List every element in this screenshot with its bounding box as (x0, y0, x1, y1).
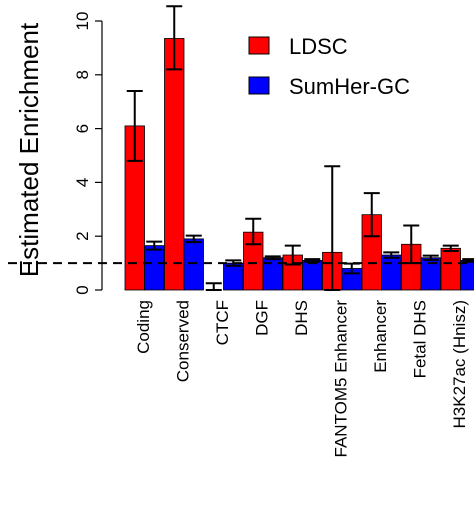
y-tick-label: 2 (73, 231, 92, 240)
error-bars (126, 5, 474, 291)
x-tick-label-coding: Coding (134, 300, 153, 354)
error-bar-ldsc-dgf (245, 217, 262, 246)
error-bar-ldsc-h3k27ac-hnisz (442, 244, 459, 252)
error-bar-sumher-gc-fetal-dhs (422, 254, 439, 261)
error-bar-ldsc-dhs (284, 244, 301, 266)
error-bar-sumher-gc-dhs (304, 258, 321, 263)
error-bar-sumher-gc-dgf (264, 255, 281, 261)
error-bar-ldsc-conserved (166, 5, 183, 71)
bar-ldsc-conserved (164, 38, 185, 291)
x-tick-label-ctcf: CTCF (213, 300, 232, 345)
error-bar-sumher-gc-conserved (185, 234, 202, 244)
y-axis-label: Estimated Enrichment (14, 22, 44, 277)
legend-swatch-sumher-gc (248, 76, 270, 95)
y-tick-label: 0 (73, 285, 92, 294)
error-bar-sumher-gc-enhancer (383, 251, 400, 259)
bar-sumher-gc-conserved (183, 238, 204, 291)
legend-label-sumher-gc: SumHer-GC (289, 74, 410, 99)
x-tick-label-fetal-dhs: Fetal DHS (410, 300, 429, 378)
x-tick-label-dhs: DHS (292, 300, 311, 336)
y-tick-label: 10 (73, 12, 92, 31)
legend-swatch-ldsc (248, 36, 270, 55)
legend: LDSC SumHer-GC (248, 34, 410, 99)
x-tick-label-enhancer: Enhancer (371, 300, 390, 373)
bar-sumher-gc-ctcf (223, 262, 244, 291)
bar-sumher-gc-h3k27ac-hnisz (460, 260, 474, 291)
error-bar-ldsc-ctcf (205, 282, 222, 291)
error-bar-ldsc-fantom5-enhancer (324, 165, 341, 291)
x-tick-labels: Coding Conserved CTCF DGF DHS FANTOM5 Enhance… (134, 300, 469, 458)
error-bar-sumher-gc-coding (146, 240, 163, 251)
bar-ldsc-h3k27ac-hnisz (440, 247, 461, 291)
bar-sumher-gc-dhs (302, 260, 323, 291)
bar-sumher-gc-enhancer (381, 254, 402, 291)
error-bar-sumher-gc-h3k27ac-hnisz (462, 258, 474, 263)
y-tick-label: 6 (73, 124, 92, 133)
legend-label-ldsc: LDSC (289, 34, 348, 59)
x-tick-label-conserved: Conserved (173, 300, 192, 382)
y-tick-label: 8 (73, 70, 92, 79)
y-axis: 0 2 4 6 8 10 (73, 12, 103, 295)
x-tick-label-dgf: DGF (252, 300, 271, 336)
y-tick-label: 4 (73, 178, 92, 187)
x-tick-label-fantom5-enhancer: FANTOM5 Enhancer (331, 300, 350, 458)
x-tick-label-h3k27ac-hnisz: H3K27ac (Hnisz) (450, 300, 469, 429)
error-bar-ldsc-coding (126, 89, 143, 162)
error-bar-ldsc-enhancer (363, 192, 380, 238)
bar-sumher-gc-coding (144, 245, 165, 291)
